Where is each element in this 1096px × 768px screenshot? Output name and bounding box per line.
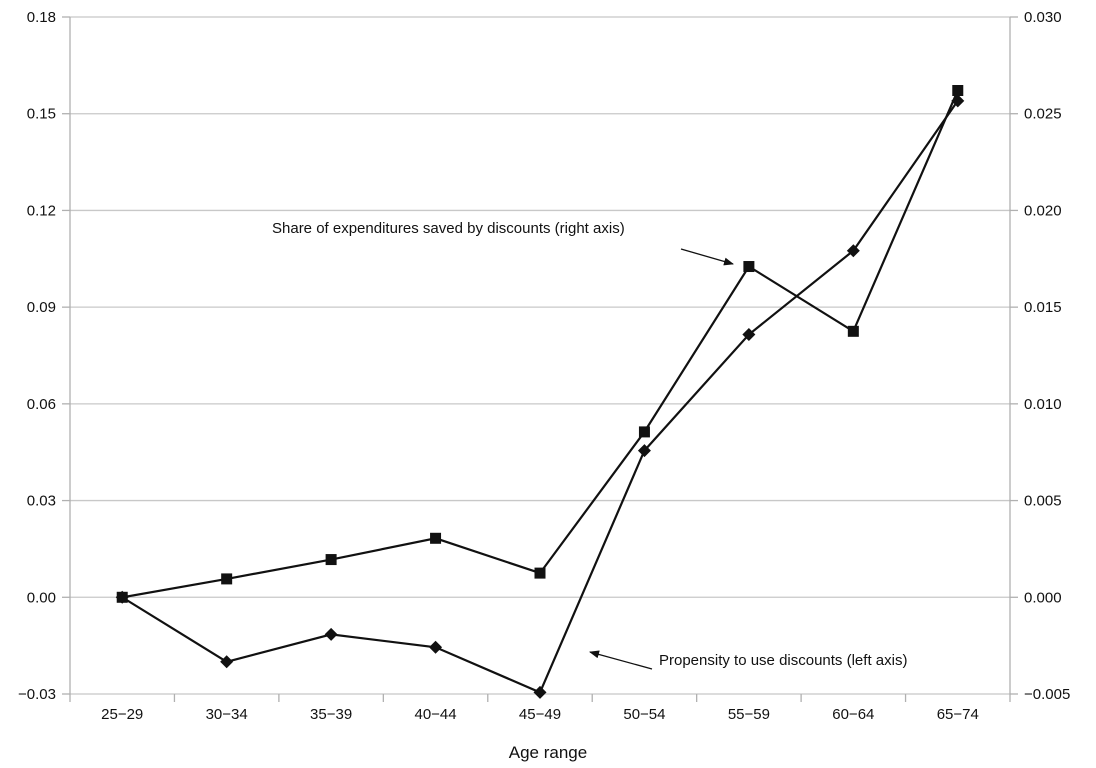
right-tick-label: 0.025 — [1024, 106, 1062, 123]
diamond-marker — [533, 685, 547, 699]
diamond-marker — [742, 328, 756, 342]
x-tick-label: 50−54 — [623, 706, 665, 723]
square-marker — [847, 325, 859, 337]
right-tick-label: 0.005 — [1024, 493, 1062, 510]
left-axis-ticks: −0.03 0.00 0.03 0.06 0.09 0.12 0.15 0.18 — [18, 9, 56, 703]
square-marker — [534, 567, 546, 579]
square-marker — [430, 532, 442, 544]
diamond-marker — [220, 655, 234, 669]
annotation-right-axis-series: Share of expenditures saved by discounts… — [272, 220, 734, 266]
x-tick-label: 40−44 — [414, 706, 456, 723]
annotation-arrow — [680, 248, 734, 266]
left-tick-label: 0.06 — [27, 396, 56, 413]
left-tick-label: 0.15 — [27, 106, 56, 123]
left-tick-label: −0.03 — [18, 686, 56, 703]
square-marker — [221, 573, 233, 585]
right-tick-label: 0.000 — [1024, 589, 1062, 606]
right-tick-label: 0.010 — [1024, 396, 1062, 413]
left-tick-label: 0.03 — [27, 493, 56, 510]
annotation-left-axis-series: Propensity to use discounts (left axis) — [589, 650, 907, 670]
annotation-label-share-saved: Share of expenditures saved by discounts… — [272, 220, 625, 237]
gridlines — [70, 16, 1010, 695]
left-tick-label: 0.18 — [27, 9, 56, 26]
diamond-marker — [637, 444, 651, 458]
right-tick-label: 0.015 — [1024, 299, 1062, 316]
left-tick-label: 0.09 — [27, 299, 56, 316]
square-marker — [638, 426, 650, 438]
x-tick-label: 35−39 — [310, 706, 352, 723]
x-axis-ticks: 25−29 30−34 35−39 40−44 45−49 50−54 55−59 60−64… — [101, 706, 979, 723]
x-tick-label: 45−49 — [519, 706, 561, 723]
x-tick-label: 65−74 — [937, 706, 979, 723]
square-marker — [743, 261, 755, 273]
diamond-marker — [846, 244, 860, 258]
annotation-label-propensity: Propensity to use discounts (left axis) — [659, 652, 907, 669]
square-marker — [325, 554, 337, 566]
axes — [62, 16, 1018, 702]
diamond-marker — [324, 627, 338, 641]
right-tick-label: −0.005 — [1024, 686, 1070, 703]
x-tick-label: 30−34 — [206, 706, 248, 723]
left-tick-label: 0.12 — [27, 202, 56, 219]
series-line-share-saved — [122, 90, 959, 599]
right-tick-label: 0.020 — [1024, 202, 1062, 219]
series-group — [115, 85, 965, 699]
x-tick-label: 60−64 — [832, 706, 874, 723]
right-axis-ticks: −0.005 0.000 0.005 0.010 0.015 0.020 0.025 0.03… — [1024, 9, 1070, 703]
x-tick-label: 25−29 — [101, 706, 143, 723]
left-tick-label: 0.00 — [27, 589, 56, 606]
square-marker — [952, 85, 964, 97]
right-tick-label: 0.030 — [1024, 9, 1062, 26]
x-tick-label: 55−59 — [728, 706, 770, 723]
series-line-propensity — [121, 100, 959, 694]
annotation-arrow — [589, 650, 653, 670]
square-marker — [116, 591, 128, 603]
diamond-marker — [429, 640, 443, 654]
x-axis-title: Age range — [509, 743, 587, 762]
